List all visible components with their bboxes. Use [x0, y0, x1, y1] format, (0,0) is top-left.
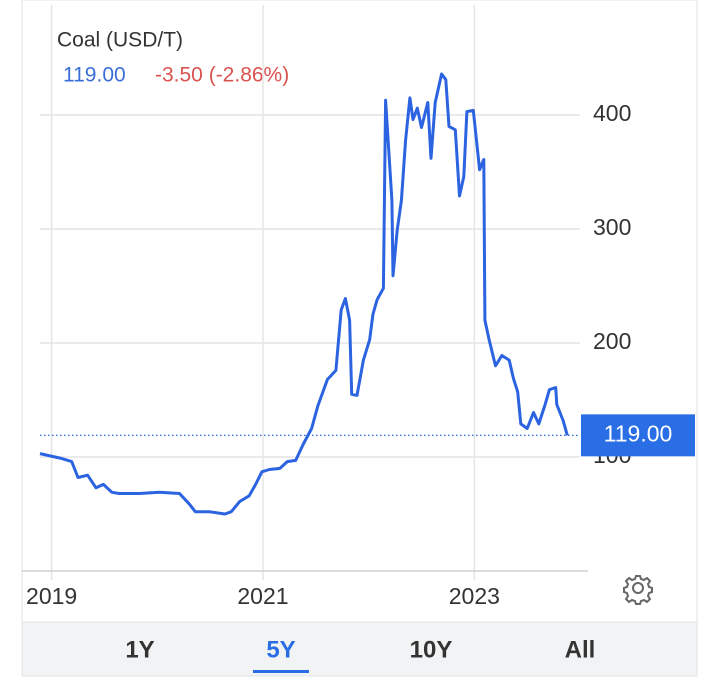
x-tick-label: 2019	[26, 583, 77, 609]
range-button[interactable]: 1Y	[125, 636, 154, 663]
y-tick-label: 400	[593, 100, 631, 126]
range-button[interactable]: 5Y	[266, 636, 295, 663]
range-button[interactable]: All	[565, 636, 596, 663]
y-tick-label: 300	[593, 214, 631, 240]
last-price-badge	[581, 414, 695, 457]
settings-icon[interactable]	[623, 575, 653, 605]
x-tick-label: 2021	[237, 583, 288, 609]
y-tick-label: 200	[593, 328, 631, 354]
range-button[interactable]: 10Y	[410, 636, 453, 663]
chart-title: Coal (USD/T)	[57, 29, 183, 52]
price: 119.00	[63, 64, 126, 87]
price-line	[39, 72, 569, 516]
change: -3.50 (-2.86%)	[155, 64, 289, 87]
range-underline	[253, 670, 309, 673]
x-tick-label: 2023	[449, 583, 500, 609]
frame	[21, 0, 698, 677]
last-price-label: 119.00	[604, 420, 673, 446]
range-bar	[21, 621, 698, 677]
